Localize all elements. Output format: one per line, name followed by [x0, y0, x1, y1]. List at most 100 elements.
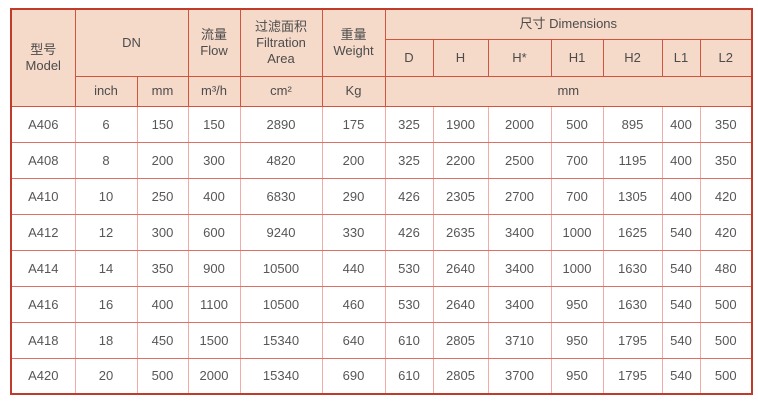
- header-flow-cn: 流量: [200, 26, 227, 42]
- cell-area: 9240: [239, 213, 323, 251]
- cell-area: 2890: [239, 105, 323, 143]
- cell-inch: 8: [74, 141, 138, 179]
- cell-h1: 500: [550, 105, 604, 143]
- cell-mm: 250: [136, 177, 189, 215]
- cell-inch: 10: [74, 177, 138, 215]
- cell-l2: 420: [699, 177, 753, 215]
- cell-h1: 950: [550, 357, 604, 395]
- cell-model: A412: [10, 213, 76, 251]
- cell-d: 426: [384, 177, 434, 215]
- cell-h: 2805: [432, 321, 489, 359]
- cell-l1: 540: [661, 357, 701, 395]
- cell-mm: 350: [136, 249, 189, 287]
- cell-h2: 1795: [602, 357, 663, 395]
- cell-model: A406: [10, 105, 76, 143]
- header-unit-area: cm²: [239, 75, 323, 107]
- cell-h-star: 2700: [487, 177, 552, 215]
- cell-h: 2805: [432, 357, 489, 395]
- cell-mm: 450: [136, 321, 189, 359]
- cell-l2: 480: [699, 249, 753, 287]
- cell-mm: 150: [136, 105, 189, 143]
- table-row: A418 18 450 1500 15340 640 610 2805 3710…: [10, 321, 753, 359]
- cell-h: 2640: [432, 285, 489, 323]
- cell-mm: 400: [136, 285, 189, 323]
- cell-area: 6830: [239, 177, 323, 215]
- cell-h2: 1795: [602, 321, 663, 359]
- table-row: A406 6 150 150 2890 175 325 1900 2000 50…: [10, 105, 753, 143]
- header-filtration-en1: Filtration: [256, 34, 306, 50]
- cell-flow: 150: [187, 105, 241, 143]
- cell-h-star: 3700: [487, 357, 552, 395]
- header-h2: H2: [602, 38, 663, 77]
- header-d: D: [384, 38, 434, 77]
- table-body: A406 6 150 150 2890 175 325 1900 2000 50…: [10, 105, 753, 395]
- cell-inch: 14: [74, 249, 138, 287]
- cell-flow: 1100: [187, 285, 241, 323]
- header-row-2: D H H* H1 H2 L1 L2: [11, 38, 753, 77]
- cell-h: 2305: [432, 177, 489, 215]
- cell-l2: 500: [699, 357, 753, 395]
- header-unit-inch: inch: [74, 75, 138, 107]
- cell-area: 4820: [239, 141, 323, 179]
- cell-l1: 400: [661, 141, 701, 179]
- cell-weight: 290: [321, 177, 386, 215]
- header-flow-en: Flow: [200, 42, 228, 58]
- header-h1: H1: [550, 38, 604, 77]
- header-model-cn: 型号: [30, 41, 57, 57]
- cell-h: 2635: [432, 213, 489, 251]
- cell-l2: 420: [699, 213, 753, 251]
- cell-inch: 6: [74, 105, 138, 143]
- cell-l1: 540: [661, 285, 701, 323]
- header-weight-cn: 重量: [340, 26, 367, 42]
- cell-h1: 1000: [550, 213, 604, 251]
- cell-l1: 400: [661, 177, 701, 215]
- cell-h2: 1630: [602, 285, 663, 323]
- cell-weight: 460: [321, 285, 386, 323]
- cell-mm: 500: [136, 357, 189, 395]
- cell-h1: 700: [550, 177, 604, 215]
- cell-model: A414: [10, 249, 76, 287]
- cell-d: 325: [384, 105, 434, 143]
- spec-table: 型号 Model DN 流量 Flow 过滤面积 Filtration Area…: [10, 8, 754, 395]
- header-unit-dims-mm: mm: [384, 75, 753, 107]
- header-h-star: H*: [487, 38, 552, 77]
- cell-weight: 200: [321, 141, 386, 179]
- cell-mm: 200: [136, 141, 189, 179]
- cell-h2: 1630: [602, 249, 663, 287]
- cell-area: 15340: [239, 357, 323, 395]
- table-row: A408 8 200 300 4820 200 325 2200 2500 70…: [10, 141, 753, 179]
- cell-model: A420: [10, 357, 76, 395]
- cell-flow: 2000: [187, 357, 241, 395]
- header-dn: DN: [74, 8, 189, 77]
- cell-d: 530: [384, 285, 434, 323]
- header-model: 型号 Model: [10, 8, 76, 107]
- cell-mm: 300: [136, 213, 189, 251]
- header-l2: L2: [699, 38, 753, 77]
- header-flow: 流量 Flow: [187, 8, 241, 77]
- header-l1: L1: [661, 38, 701, 77]
- cell-h-star: 2000: [487, 105, 552, 143]
- cell-inch: 18: [74, 321, 138, 359]
- cell-weight: 330: [321, 213, 386, 251]
- cell-h2: 1195: [602, 141, 663, 179]
- cell-inch: 12: [74, 213, 138, 251]
- cell-l1: 540: [661, 249, 701, 287]
- cell-h: 2200: [432, 141, 489, 179]
- cell-weight: 175: [321, 105, 386, 143]
- header-unit-flow: m³/h: [187, 75, 241, 107]
- cell-weight: 640: [321, 321, 386, 359]
- cell-h1: 950: [550, 285, 604, 323]
- cell-area: 10500: [239, 249, 323, 287]
- header-row-3: inch mm m³/h cm² Kg mm: [11, 75, 753, 107]
- cell-h-star: 2500: [487, 141, 552, 179]
- cell-model: A410: [10, 177, 76, 215]
- cell-h1: 1000: [550, 249, 604, 287]
- header-row-1: 型号 Model DN 流量 Flow 过滤面积 Filtration Area…: [10, 8, 753, 107]
- cell-h1: 950: [550, 321, 604, 359]
- cell-area: 10500: [239, 285, 323, 323]
- cell-h2: 1625: [602, 213, 663, 251]
- cell-flow: 400: [187, 177, 241, 215]
- cell-weight: 440: [321, 249, 386, 287]
- cell-l1: 540: [661, 213, 701, 251]
- table-row: A414 14 350 900 10500 440 530 2640 3400 …: [10, 249, 753, 287]
